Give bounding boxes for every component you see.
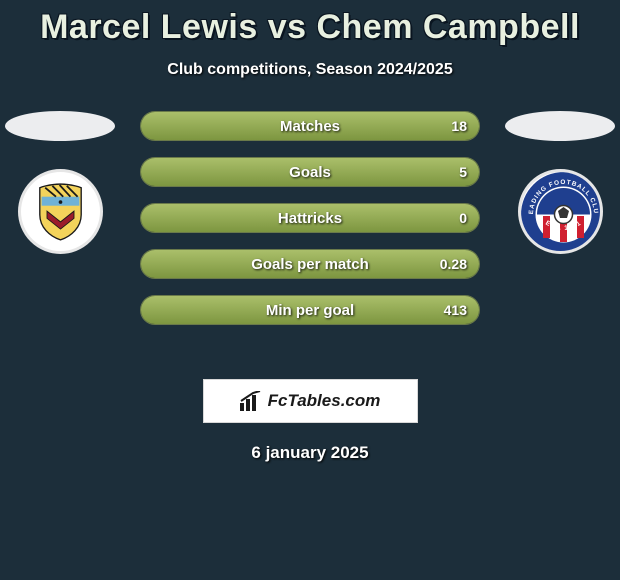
stat-label: Min per goal (141, 296, 479, 324)
stat-row: Matches 18 (140, 111, 480, 141)
bar-chart-icon (240, 391, 262, 411)
stat-value: 0 (459, 204, 467, 232)
player-right-avatar-placeholder (505, 111, 615, 141)
page-title: Marcel Lewis vs Chem Campbell (0, 0, 620, 47)
club-crest-right: READING FOOTBALL CLUB EST. 1871 (518, 169, 603, 254)
player-left-column (0, 111, 120, 254)
club-crest-left (18, 169, 103, 254)
player-right-column: READING FOOTBALL CLUB EST. 1871 (500, 111, 620, 254)
stat-row: Goals 5 (140, 157, 480, 187)
stat-value: 413 (444, 296, 467, 324)
stat-row: Hattricks 0 (140, 203, 480, 233)
stat-label: Matches (141, 112, 479, 140)
attribution-box: FcTables.com (203, 379, 418, 423)
reading-crest-icon: READING FOOTBALL CLUB EST. 1871 (521, 172, 600, 251)
date-label: 6 january 2025 (0, 443, 620, 463)
stat-label: Goals per match (141, 250, 479, 278)
stat-value: 0.28 (440, 250, 467, 278)
stat-value: 18 (451, 112, 467, 140)
stats-list: Matches 18 Goals 5 Hattricks 0 Goals per… (140, 111, 480, 325)
stat-value: 5 (459, 158, 467, 186)
stat-row: Min per goal 413 (140, 295, 480, 325)
comparison-panel: READING FOOTBALL CLUB EST. 1871 Matches … (0, 111, 620, 361)
burnley-crest-icon (29, 180, 92, 243)
player-left-avatar-placeholder (5, 111, 115, 141)
subtitle: Club competitions, Season 2024/2025 (0, 61, 620, 79)
stat-row: Goals per match 0.28 (140, 249, 480, 279)
stat-label: Goals (141, 158, 479, 186)
stat-label: Hattricks (141, 204, 479, 232)
brand-name: FcTables.com (268, 391, 381, 411)
